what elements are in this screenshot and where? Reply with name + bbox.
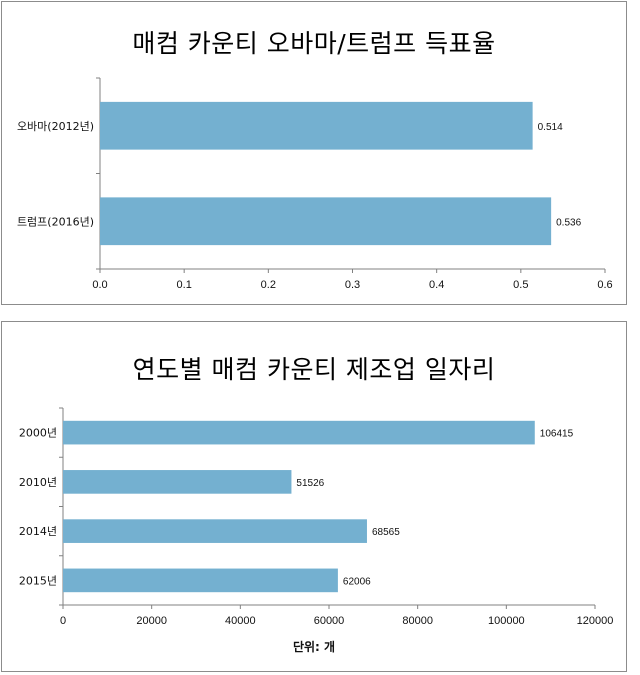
- category-label: 2010년: [19, 476, 57, 489]
- bar: [63, 568, 338, 593]
- x-tick-label: 120000: [577, 615, 614, 627]
- category-label: 2015년: [19, 574, 57, 587]
- manufacturing-jobs-chart: 0 20000 40000 60000 80000 100000 120000 2000년 10…: [19, 407, 614, 627]
- value-label: 0.514: [538, 122, 563, 133]
- category-label: 오바마(2012년): [17, 120, 94, 133]
- x-tick-label: 0.3: [345, 279, 360, 291]
- x-tick-label: 0.0: [92, 279, 107, 291]
- category-label: 트럼프(2016년): [17, 215, 94, 228]
- category-label: 2000년: [19, 427, 57, 440]
- value-label: 0.536: [556, 217, 581, 228]
- bar: [63, 470, 292, 494]
- vote-share-chart: 0.0 0.1 0.2 0.3 0.4 0.5 0.6 오바마(2012년) 0.514 트럼프(…: [17, 77, 613, 291]
- x-tick-label: 80000: [402, 615, 433, 627]
- x-tick-label: 0.6: [597, 279, 612, 291]
- value-label: 62006: [343, 576, 371, 587]
- x-axis-unit-label: 단위: 개: [292, 640, 336, 654]
- chart-title: 연도별 매컴 카운티 제조업 일자리: [132, 355, 496, 384]
- bar: [100, 101, 533, 150]
- x-tick-label: 40000: [225, 615, 256, 627]
- chart-panel-jobs: 연도별 매컴 카운티 제조업 일자리 0 20000 40000 60000 80000…: [1, 321, 627, 672]
- x-tick-label: 0.1: [177, 279, 192, 291]
- bar: [63, 519, 367, 543]
- chart-panel-votes: 매컴 카운티 오바마/트럼프 득표율 0.0 0.1 0.2 0.3 0.4 0.5 0.6…: [1, 1, 627, 305]
- x-tick-label: 0.4: [429, 279, 444, 291]
- value-label: 106415: [540, 429, 574, 440]
- value-label: 51526: [296, 478, 324, 489]
- value-label: 68565: [372, 527, 400, 538]
- x-tick-label: 0: [60, 615, 66, 627]
- chart-title: 매컴 카운티 오바마/트럼프 득표율: [132, 29, 496, 58]
- x-tick-label: 0.2: [261, 279, 276, 291]
- x-tick-label: 60000: [314, 615, 345, 627]
- bar: [63, 420, 535, 445]
- category-label: 2014년: [19, 525, 57, 538]
- x-tick-label: 0.5: [513, 279, 528, 291]
- x-tick-label: 100000: [488, 615, 525, 627]
- bar: [100, 197, 552, 246]
- x-tick-label: 20000: [136, 615, 167, 627]
